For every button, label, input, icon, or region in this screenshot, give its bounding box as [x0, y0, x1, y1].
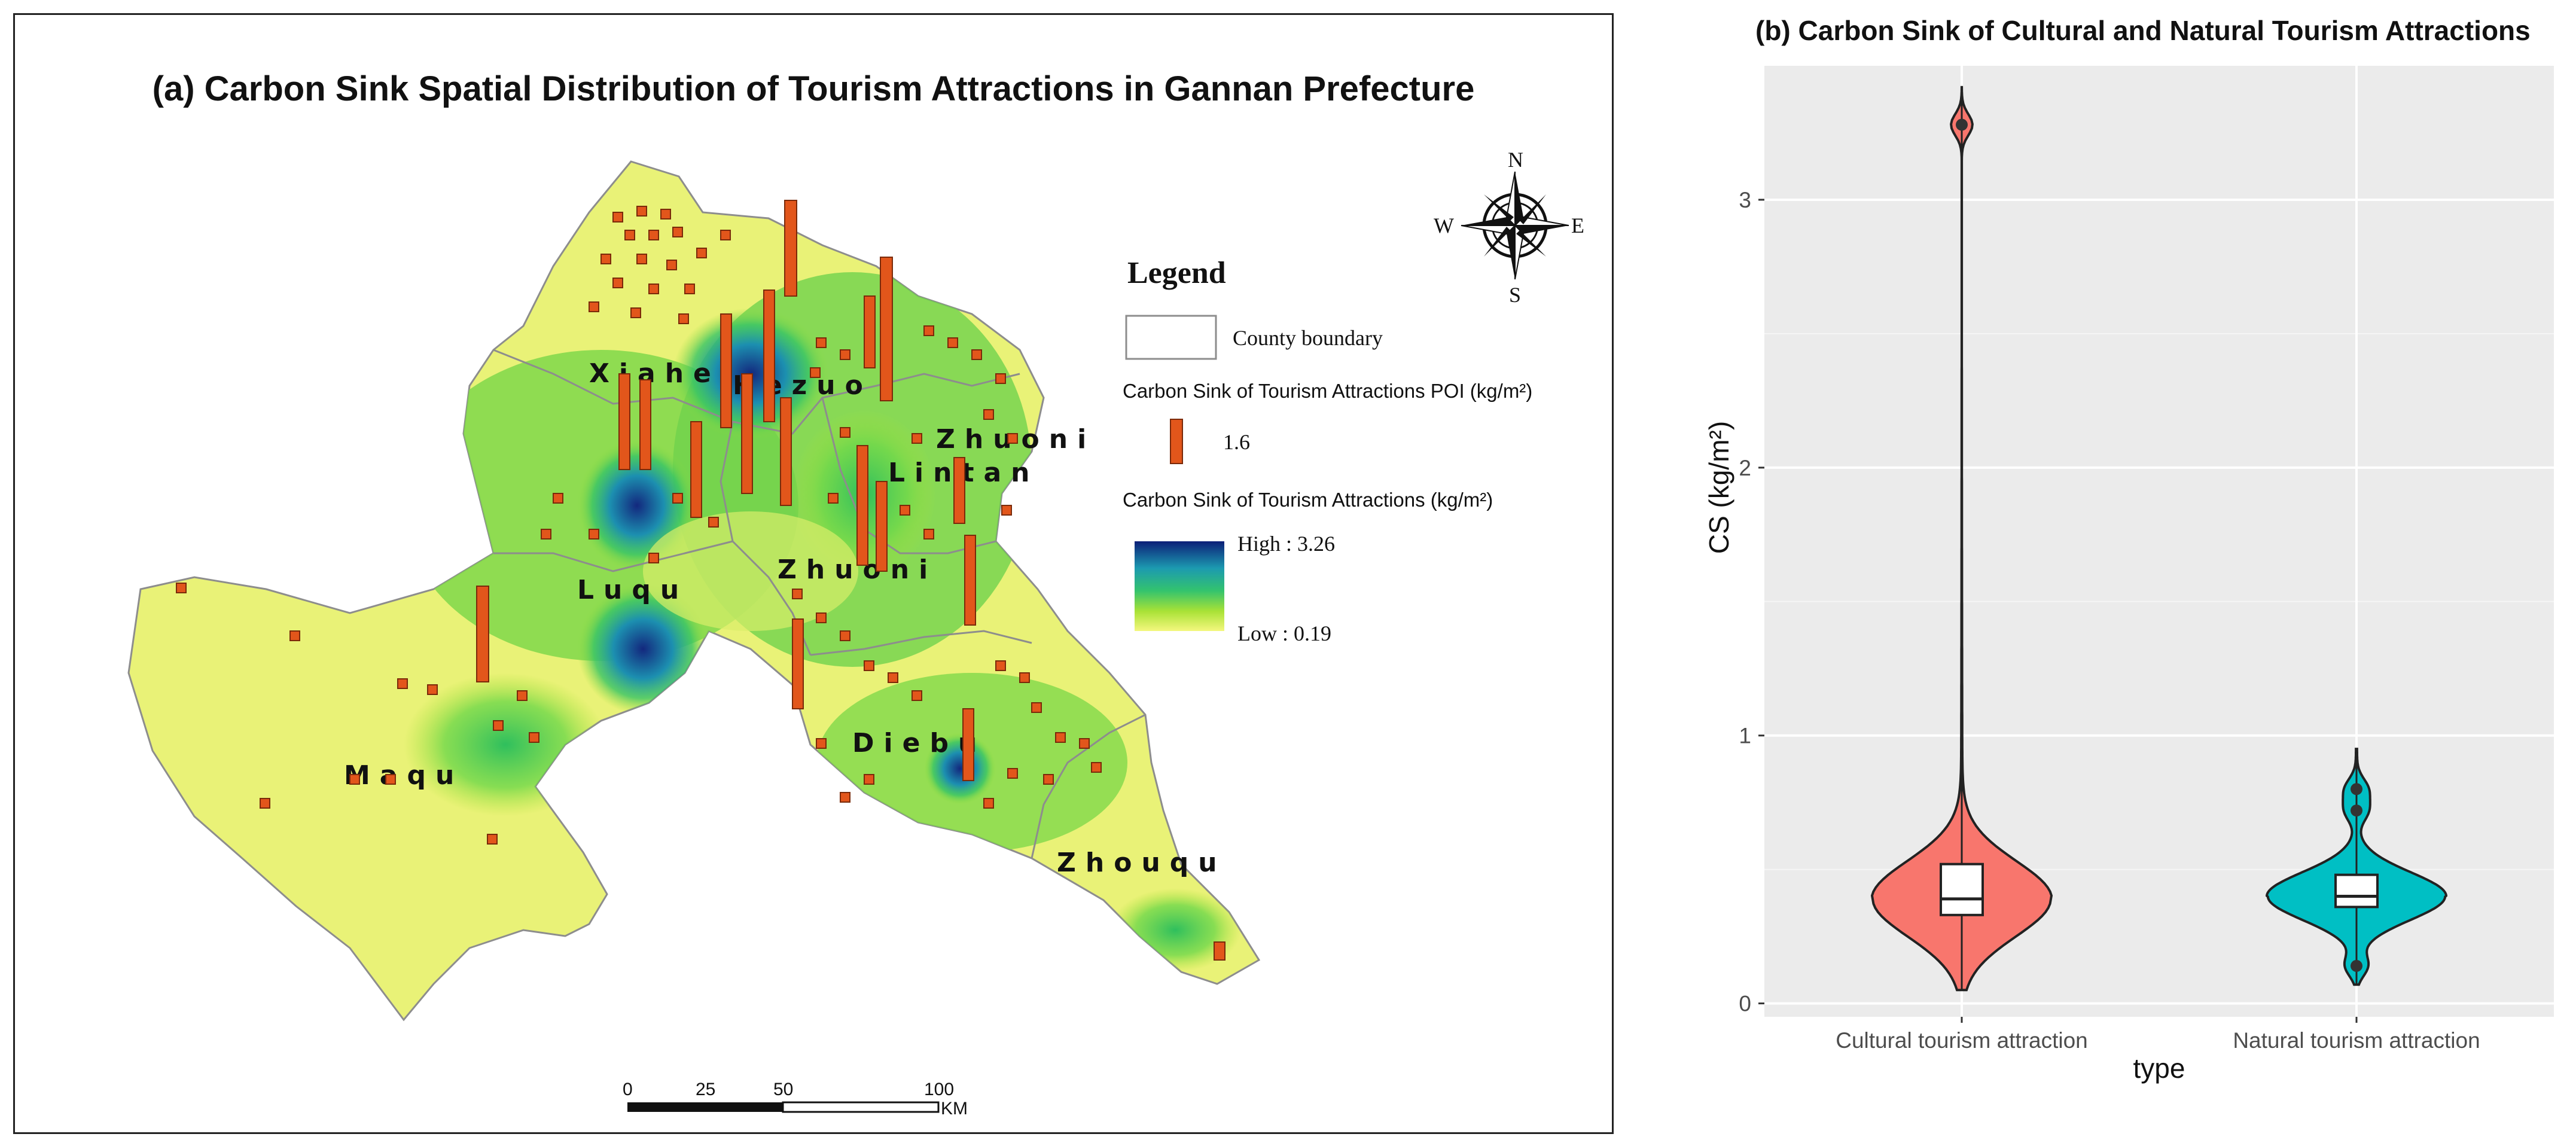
county-labels: Xiahe Hezuo Zhuoni Lintan Luqu Zhuoni Ma… [344, 358, 1227, 878]
county-label: Luqu [577, 575, 688, 605]
poi-bar [964, 535, 976, 626]
compass-west: W [1434, 214, 1454, 237]
compass-north: N [1508, 148, 1523, 172]
y-axis-title: CS (kg/m²) [1703, 421, 1734, 554]
scale-tick: 25 [696, 1080, 715, 1099]
county-boundary-label: County boundary [1233, 326, 1383, 350]
y-tick-label: 2 [1739, 456, 1751, 480]
poi-bar [880, 257, 893, 401]
y-tick-label: 0 [1739, 992, 1751, 1016]
poi-bar [780, 397, 792, 506]
county-boundaries [493, 349, 1146, 859]
plot-panel [1764, 66, 2554, 1017]
county-boundary-swatch [1125, 315, 1217, 360]
poi-bar [792, 618, 804, 709]
county-label: Xiahe [589, 358, 721, 389]
poi-bar [476, 586, 489, 682]
color-ramp [1135, 541, 1224, 631]
scale-tick: 0 [623, 1080, 633, 1099]
poi-bar [864, 295, 876, 368]
poi-bar [962, 708, 974, 781]
scale-bar: 0 25 50 100 KM [623, 1080, 968, 1118]
poi-legend-swatch [1170, 419, 1183, 464]
county-label: Maqu [344, 760, 464, 791]
poi-bar [639, 379, 651, 470]
axes: 0 1 2 3 Cultural tourism attraction Natural t… [1739, 188, 2480, 1053]
scale-tick: 100 [924, 1080, 954, 1099]
surface-legend-title: Carbon Sink of Tourism Attractions (kg/m… [1123, 489, 1493, 511]
poi-bar [720, 313, 732, 428]
poi-bar [784, 200, 797, 297]
ramp-high-label: High : 3.26 [1237, 532, 1335, 556]
ramp-low-label: Low : 0.19 [1237, 621, 1331, 645]
poi-bar [953, 457, 965, 524]
y-tick-label: 3 [1739, 188, 1751, 212]
poi-bar [690, 421, 702, 518]
poi-legend-title: Carbon Sink of Tourism Attractions POI (… [1123, 380, 1532, 402]
y-tick-label: 1 [1739, 724, 1751, 748]
poi-markers [176, 200, 1225, 961]
compass-south: S [1509, 283, 1521, 307]
compass-rose: N S E W [1434, 148, 1584, 307]
scale-tick: 50 [773, 1080, 793, 1099]
county-label: Zhuoni [778, 554, 937, 585]
x-axis-title: type [2133, 1053, 2185, 1084]
poi-bar [618, 373, 630, 470]
violin-outlier [1956, 118, 1968, 131]
legend-heading: Legend [1127, 256, 1226, 290]
violin-outlier [2351, 804, 2362, 817]
poi-bar [741, 373, 753, 494]
violin-chart: 0 1 2 3 Cultural tourism attraction Natural t… [1703, 66, 2554, 1084]
county-label: Zhouqu [1057, 848, 1227, 878]
x-tick-label: Cultural tourism attraction [1836, 1028, 2088, 1053]
violin-outlier [2351, 959, 2362, 972]
violin-title: (b) Carbon Sink of Cultural and Natural … [1755, 15, 2531, 46]
poi-bar [876, 481, 888, 572]
scale-unit: KM [941, 1099, 968, 1118]
map-title: (a) Carbon Sink Spatial Distribution of … [152, 69, 1475, 108]
violin-outlier [2351, 783, 2362, 796]
poi-bar [763, 289, 775, 422]
violin-box [1940, 862, 1984, 916]
legend: Legend County boundary Carbon Sink of To… [1123, 256, 1532, 645]
poi-legend-value: 1.6 [1223, 430, 1250, 454]
compass-east: E [1571, 214, 1584, 237]
violin-box [2334, 873, 2379, 909]
x-tick-label: Natural tourism attraction [2233, 1028, 2480, 1053]
county-label: Diebu [852, 728, 986, 758]
map-canvas: Xiahe Hezuo Zhuoni Lintan Luqu Zhuoni Ma… [127, 148, 1584, 1118]
violins [1870, 86, 2448, 992]
map-panel: (a) Carbon Sink Spatial Distribution of … [13, 13, 1614, 1134]
county-label: Hezuo [733, 370, 873, 401]
poi-point-cluster [176, 206, 1225, 961]
poi-bar [856, 445, 868, 566]
